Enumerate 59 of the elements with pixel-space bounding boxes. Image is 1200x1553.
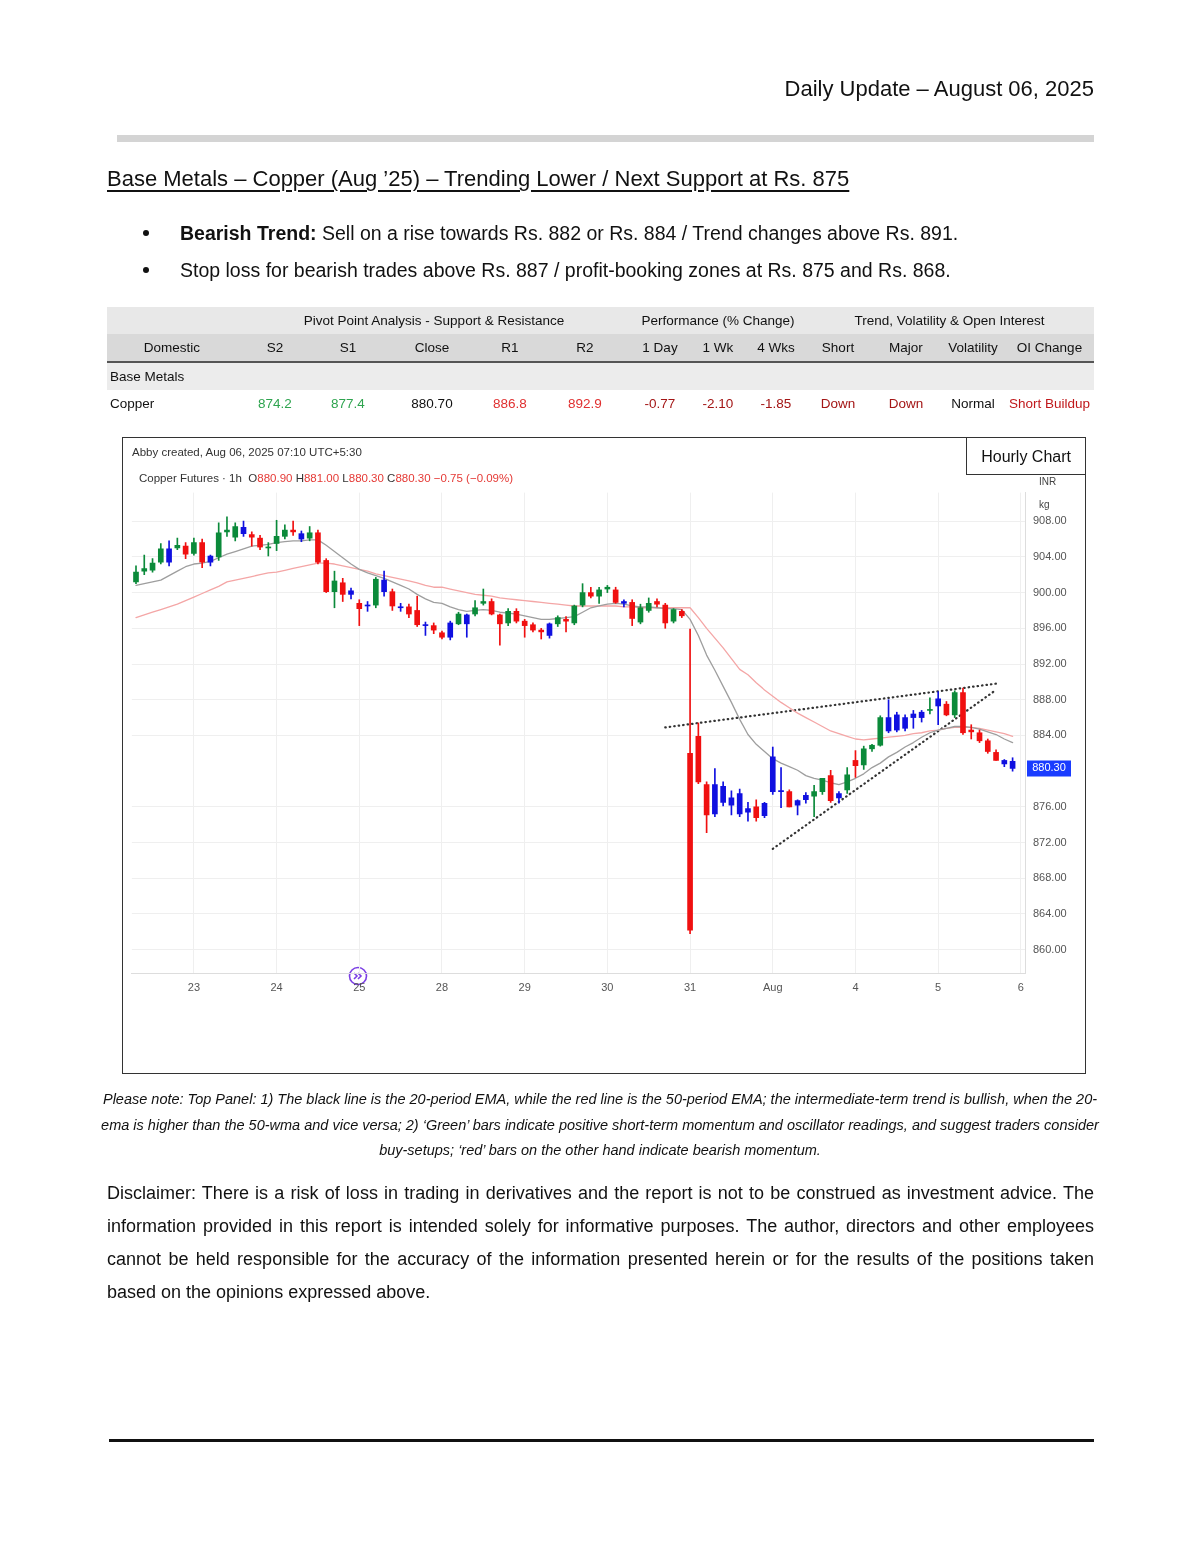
text: Copper Futures · 1h	[139, 472, 243, 484]
x-tick-label: 4	[852, 981, 859, 994]
shaded-row: Pivot Point Analysis - Support & Resistance Performance (% Change) Trend, Volatility & Open Interest	[107, 307, 1094, 334]
text: Daily Update – August 06, 2025	[784, 76, 1094, 102]
x-tick-label: 30	[601, 981, 614, 994]
text: kg	[1039, 499, 1050, 510]
x-tick-label: 29	[518, 981, 531, 994]
text: Stop loss for bearish trades above Rs. 887 / profit-booking zones at Rs. 875 and Rs. 868.	[180, 259, 951, 281]
text: 877.4	[330, 395, 366, 413]
text: Copper	[109, 395, 156, 413]
x-tick-label: 31	[683, 981, 697, 994]
y-tick-label: 860.00	[1033, 942, 1067, 955]
candlestick	[935, 691, 941, 726]
y-tick-label: 868.00	[1033, 871, 1067, 884]
x-tick-label: Aug	[762, 981, 783, 994]
candlestick	[141, 554, 148, 576]
x-tick-label: 23	[187, 981, 201, 994]
text: Down	[819, 395, 857, 413]
text: Abby created, Aug 06, 2025 07:10 UTC+5:30	[132, 446, 362, 458]
text: 892.9	[567, 395, 603, 413]
text: Disclaimer: There is a risk of loss in trading in derivatives and the report is not to be construed as investment advice. The information provided in this report is intended solely for informative purposes. The author, directors and other employees cannot be held responsible for the accuracy of the information presented herein or for the results of the positions taken based on the opinions expressed above.	[107, 1182, 1094, 1304]
candlestick	[811, 785, 817, 817]
text: -1.85	[759, 395, 793, 413]
y-tick-label: 900.00	[1033, 585, 1067, 598]
text: Base Metals – Copper (Aug ’25) – Trending Lower / Next Support at Rs. 875	[107, 166, 850, 192]
y-tick-label: 876.00	[1033, 799, 1067, 812]
text: O880.90 H881.00 L880.30 C880.30 −0.75 (−0.09%)	[248, 472, 514, 484]
y-tick-label: 872.00	[1033, 835, 1067, 848]
annotation: 880.30	[1032, 761, 1066, 774]
text: Hourly Chart	[966, 437, 1086, 475]
shaded-row: Base Metals	[107, 362, 1094, 390]
y-tick-label: 896.00	[1033, 621, 1067, 634]
x-tick-label: 28	[435, 981, 449, 994]
y-tick-label: 892.00	[1033, 657, 1067, 670]
y-tick-label: 864.00	[1033, 907, 1067, 920]
candlestick	[521, 619, 528, 638]
x-tick-label: 6	[1017, 981, 1024, 994]
text: 880.70	[410, 395, 454, 413]
candlestick	[778, 767, 784, 809]
y-tick-label: 884.00	[1033, 728, 1067, 741]
text: Normal	[950, 395, 996, 413]
shaded-row: Domestic S2 S1 Close R1 R2 1 Day 1 Wk 4 Wks Short Major Volatility OI Change	[107, 334, 1094, 362]
text: 886.8	[492, 395, 528, 413]
y-tick-label: 888.00	[1033, 692, 1067, 705]
candlestick	[927, 697, 933, 715]
text: Please note: Top Panel: 1) The black line is the 20-period EMA, while the red line is the 50-period EMA; the intermediate-term trend is bullish, when the 20-ema is higher than the 50-wma and vice versa; 2) ‘Green’ bars indicate positive short-term momentum and oscillator readings, and suggest traders consider buy-setups; ‘red’ bars on the other hand indicate bearish momentum.	[100, 1090, 1100, 1160]
text: Short Buildup	[1007, 395, 1092, 413]
text: INR	[1039, 476, 1057, 487]
x-tick-label: 5	[935, 981, 942, 994]
text: Down	[887, 395, 925, 413]
candlestick	[356, 599, 363, 626]
x-tick-label: 24	[270, 981, 283, 994]
y-tick-label: 904.00	[1033, 549, 1067, 562]
text: 874.2	[257, 395, 293, 413]
y-tick-label: 908.00	[1033, 514, 1067, 527]
text: Bearish Trend: Sell on a rise towards Rs. 882 or Rs. 884 / Trend changes above Rs. 891.	[180, 222, 959, 244]
text: -2.10	[701, 395, 735, 413]
x-tick-label: 25	[353, 981, 366, 994]
text: -0.77	[643, 395, 677, 413]
